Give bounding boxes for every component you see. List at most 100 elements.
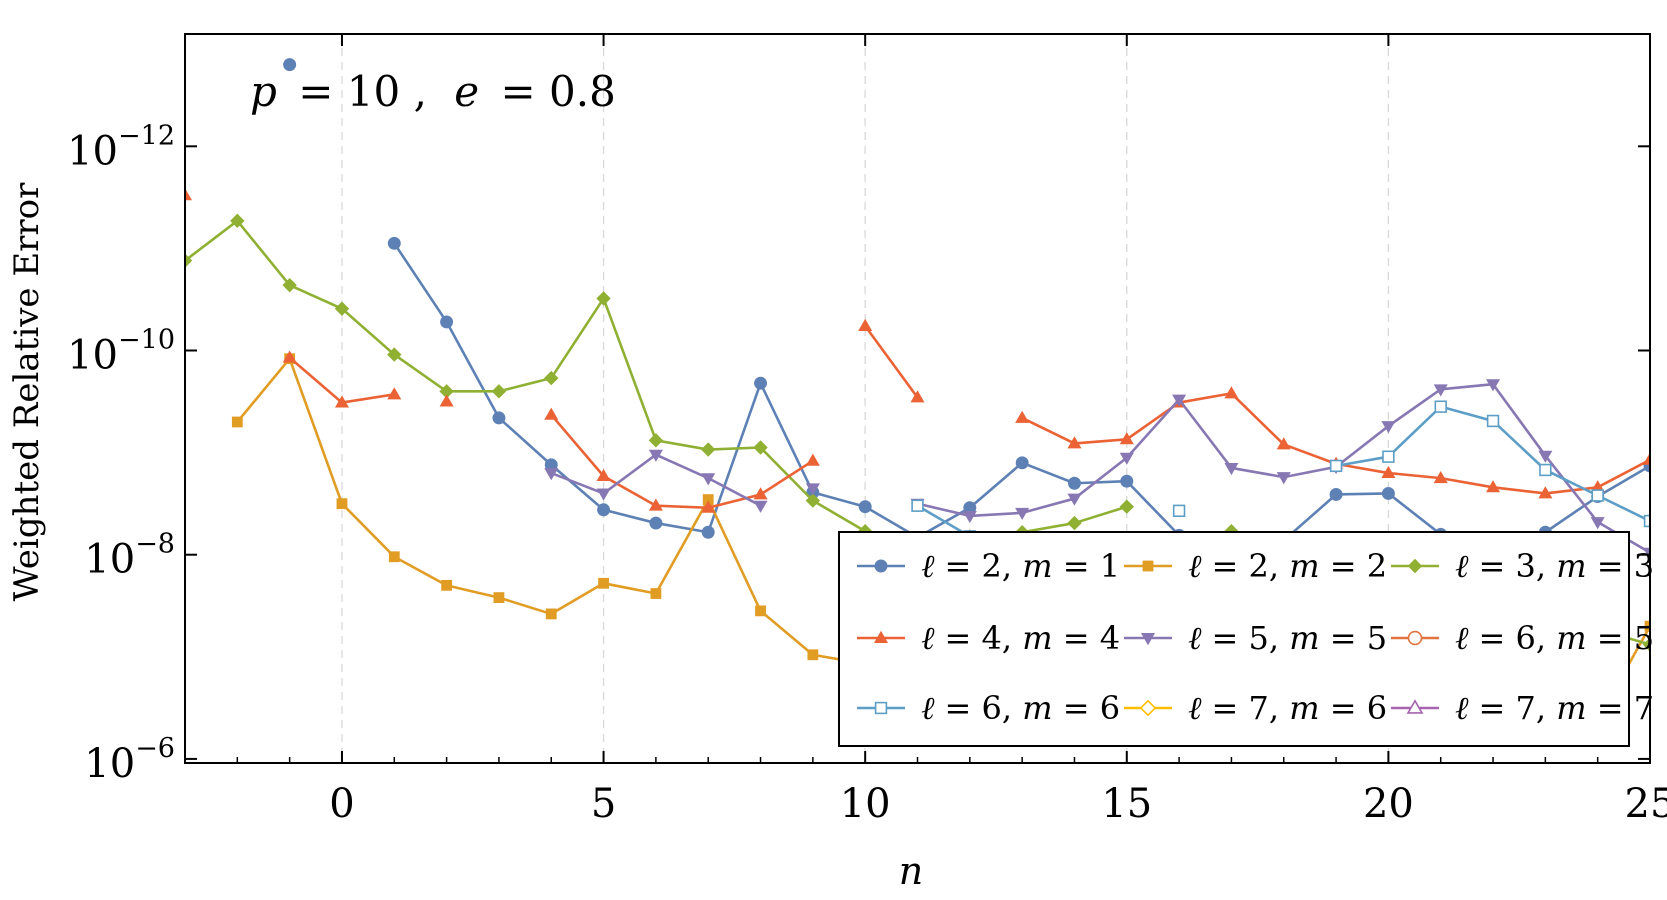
data-point	[1119, 452, 1134, 465]
y-tick-label: 10−8	[84, 529, 175, 583]
data-point	[493, 592, 505, 603]
data-point	[1015, 410, 1030, 423]
x-tick-label: 25	[1625, 781, 1667, 827]
data-point	[701, 473, 716, 486]
legend-item: ℓ = 6, m = 5	[1391, 619, 1654, 657]
annotation-e-value: = 0.8	[501, 67, 616, 116]
legend-item: ℓ = 6, m = 6	[857, 689, 1120, 727]
data-point	[1015, 507, 1030, 521]
legend-item: ℓ = 5, m = 5	[1124, 619, 1387, 657]
data-point	[1276, 437, 1291, 450]
y-tick-label: 10−12	[67, 120, 175, 174]
data-point	[492, 411, 506, 425]
data-point	[858, 500, 872, 514]
data-point	[544, 407, 559, 420]
data-point	[1119, 432, 1134, 445]
data-point	[598, 577, 609, 589]
data-point	[807, 649, 819, 661]
data-point	[1539, 463, 1552, 477]
data-point	[755, 605, 766, 617]
legend-swatch-marker	[1142, 560, 1154, 572]
data-point	[1644, 620, 1650, 632]
data-point	[1224, 386, 1239, 399]
data-point	[911, 499, 924, 512]
legend-swatch-marker	[874, 559, 888, 573]
data-point	[440, 315, 454, 329]
data-point	[596, 468, 611, 482]
legend-label: ℓ = 6, m = 6	[921, 689, 1120, 727]
data-point	[439, 384, 454, 399]
annotation-p-symbol: p	[250, 67, 277, 116]
data-point	[491, 384, 507, 399]
legend-label: ℓ = 2, m = 2	[1188, 547, 1387, 585]
data-point	[596, 488, 611, 501]
data-point	[387, 387, 402, 400]
legend-swatch-marker	[1407, 558, 1423, 574]
data-point	[753, 500, 768, 513]
legend-label: ℓ = 4, m = 4	[921, 619, 1120, 657]
legend-label: ℓ = 5, m = 5	[1188, 619, 1387, 657]
series-4	[544, 379, 1650, 560]
data-point	[1067, 515, 1082, 531]
series-line	[550, 413, 814, 510]
legend-label: ℓ = 3, m = 3	[1455, 547, 1654, 585]
legend-swatch-marker	[873, 630, 889, 643]
data-point	[282, 350, 297, 363]
data-point	[1120, 474, 1134, 488]
data-point	[388, 551, 400, 563]
data-point	[962, 510, 977, 524]
y-axis-title: Weighted Relative Error	[7, 182, 47, 602]
data-point	[650, 588, 662, 599]
data-point	[1381, 486, 1395, 500]
data-point	[1642, 637, 1650, 652]
data-point	[597, 503, 611, 517]
data-point	[230, 213, 245, 229]
data-point	[1172, 504, 1186, 518]
legend-swatch-marker	[1140, 633, 1156, 646]
data-point	[805, 453, 820, 466]
data-point	[441, 579, 453, 591]
data-point	[387, 236, 401, 250]
legend-swatch-marker	[874, 701, 888, 715]
data-point	[334, 395, 349, 408]
data-point	[1015, 456, 1029, 470]
data-point	[1486, 379, 1501, 392]
data-point	[858, 318, 873, 331]
data-point	[544, 468, 559, 481]
data-point	[753, 487, 768, 500]
data-point	[283, 58, 297, 72]
data-point	[1381, 421, 1396, 434]
data-point	[1119, 499, 1134, 514]
data-point	[1591, 489, 1604, 502]
data-point	[1276, 472, 1291, 485]
annotation-label: p = 10 , e = 0.8	[250, 67, 616, 116]
data-point	[1381, 465, 1396, 478]
data-point	[754, 376, 768, 390]
data-point	[1590, 480, 1605, 493]
data-point	[1329, 487, 1343, 501]
legend-item: ℓ = 7, m = 6	[1124, 689, 1387, 727]
data-point	[701, 500, 716, 513]
data-point	[910, 390, 925, 403]
legend-swatch-marker	[1407, 630, 1423, 646]
legend-label: ℓ = 7, m = 6	[1188, 689, 1387, 727]
data-point	[334, 301, 350, 316]
data-point	[1486, 480, 1501, 493]
data-point	[1172, 394, 1187, 407]
data-point	[702, 494, 714, 505]
series-line	[864, 325, 919, 399]
axis-ticks: 0 5 10 15 20 25 10−6 10−8 10−10 10−12	[67, 34, 1667, 827]
data-point	[648, 449, 663, 462]
legend-box	[838, 531, 1630, 747]
legend-label: ℓ = 2, m = 1	[921, 547, 1120, 585]
data-point	[1642, 452, 1650, 465]
data-point	[1590, 517, 1605, 530]
x-tick-label: 0	[329, 781, 354, 827]
legend-item: ℓ = 2, m = 1	[857, 547, 1120, 585]
data-point	[805, 493, 821, 508]
data-point	[701, 525, 715, 539]
data-point	[439, 394, 454, 407]
data-point	[1329, 459, 1343, 473]
data-point	[1067, 476, 1081, 490]
